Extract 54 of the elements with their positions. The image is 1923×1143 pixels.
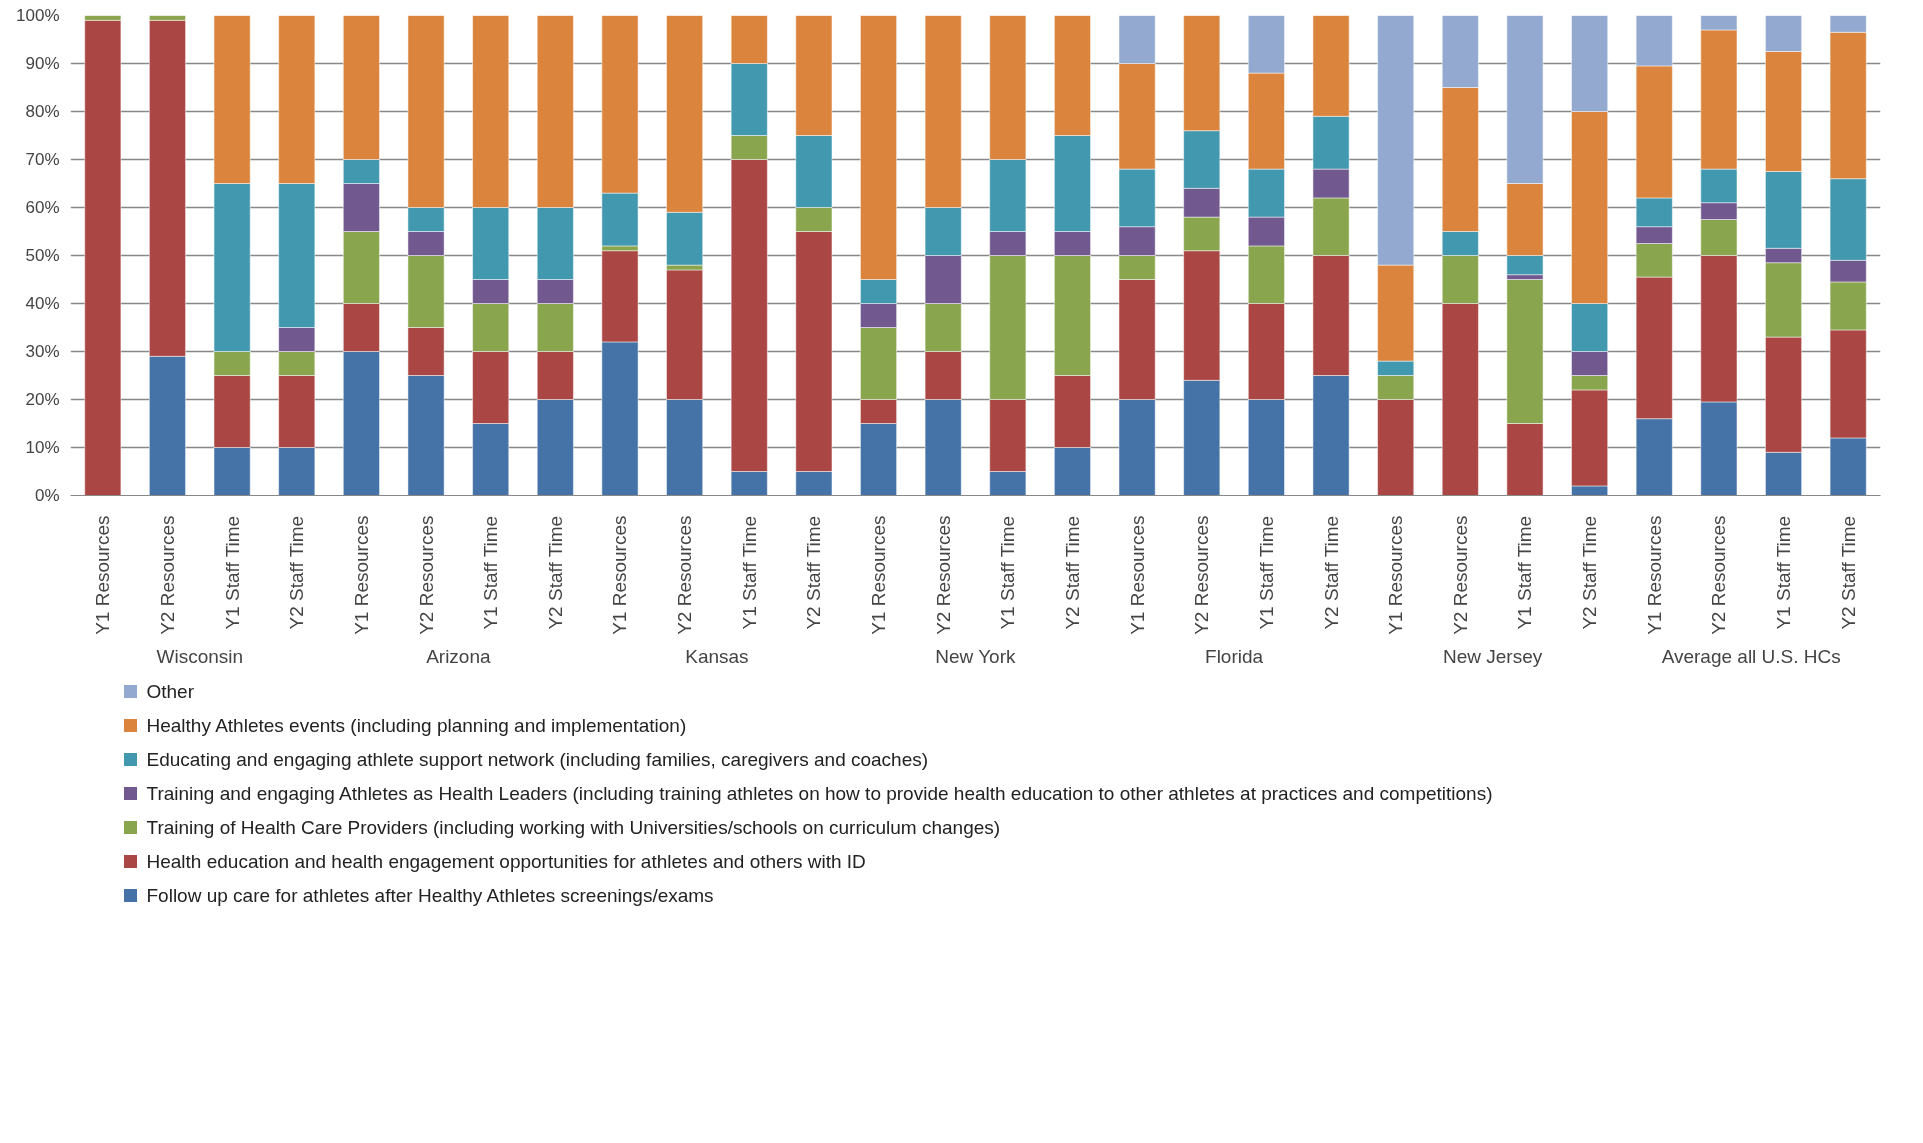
y-tick-label: 0% <box>34 486 60 505</box>
x-tick-label: Y1 Resources <box>350 515 372 635</box>
text: Kansas <box>685 645 749 667</box>
x-tick-label: Y2 Staff Time <box>1837 515 1859 630</box>
legend-label: Health education and health engagement opportunities for athletes and others with ID <box>146 851 866 872</box>
x-tick-label: Y2 Resources <box>156 515 178 635</box>
x-tick-label: Y1 Resources <box>1126 515 1148 635</box>
x-tick-label: Y1 Staff Time <box>1773 515 1795 630</box>
y-tick-label: 70% <box>25 150 60 169</box>
x-tick-label: Y1 Resources <box>92 515 114 635</box>
x-tick-label: Y2 Resources <box>932 515 954 635</box>
bar <box>84 20 122 496</box>
legend-label: Other <box>146 681 195 702</box>
x-tick-label: Y1 Resources <box>1643 515 1665 635</box>
x-tick-label: Y1 Resources <box>868 515 890 635</box>
y-tick-label: 100% <box>16 6 60 25</box>
y-tick-label: 60% <box>25 198 60 217</box>
x-tick-label: Y2 Staff Time <box>544 515 566 630</box>
x-tick-label: Y1 Resources <box>1385 515 1407 635</box>
y-tick-label: 50% <box>25 246 60 265</box>
x-tick-label: Y2 Resources <box>1708 515 1730 635</box>
x-tick-label: Y2 Staff Time <box>803 515 825 630</box>
y-tick-label: 30% <box>25 342 60 361</box>
y-tick-label: 80% <box>25 102 60 121</box>
x-tick-label: Y1 Staff Time <box>738 515 760 630</box>
x-tick-label: Y1 Staff Time <box>221 515 243 630</box>
x-tick-label: Y2 Staff Time <box>1320 515 1342 630</box>
legend-label: Educating and engaging athlete support network (including families, caregivers and coaches) <box>146 749 929 770</box>
legend-label: Training and engaging Athletes as Health Leaders (including training athletes on how to provide health education to other athletes at practices and competitions) <box>146 783 1493 804</box>
legend-label: Healthy Athletes events (including planning and implementation) <box>146 715 687 736</box>
x-tick-label: Y2 Staff Time <box>1579 515 1601 630</box>
y-tick-label: 40% <box>25 294 60 313</box>
y-tick-label: 10% <box>25 438 60 457</box>
text: Wisconsin <box>156 645 244 667</box>
legend-label: Training of Health Care Providers (including working with Universities/schools on curriculum changes) <box>146 817 1001 838</box>
x-tick-label: Y2 Resources <box>415 515 437 635</box>
x-tick-label: Y2 Staff Time <box>286 515 308 630</box>
x-tick-label: Y2 Resources <box>674 515 696 635</box>
text: Arizona <box>426 645 491 667</box>
text: Florida <box>1205 645 1264 667</box>
legend-label: Follow up care for athletes after Healthy Athletes screenings/exams <box>146 885 714 906</box>
x-tick-label: Y2 Resources <box>1449 515 1471 635</box>
x-tick-label: Y1 Staff Time <box>480 515 502 630</box>
x-tick-label: Y1 Staff Time <box>1514 515 1536 630</box>
y-tick-label: 90% <box>25 54 60 73</box>
x-tick-label: Y1 Resources <box>609 515 631 635</box>
text: New York <box>935 645 1016 667</box>
x-tick-label: Y1 Staff Time <box>1255 515 1277 630</box>
text: New Jersey <box>1443 645 1543 667</box>
y-tick-label: 20% <box>25 390 60 409</box>
x-tick-label: Y2 Resources <box>1191 515 1213 635</box>
x-tick-label: Y2 Staff Time <box>1061 515 1083 630</box>
x-tick-label: Y1 Staff Time <box>997 515 1019 630</box>
text: Average all U.S. HCs <box>1661 645 1841 667</box>
